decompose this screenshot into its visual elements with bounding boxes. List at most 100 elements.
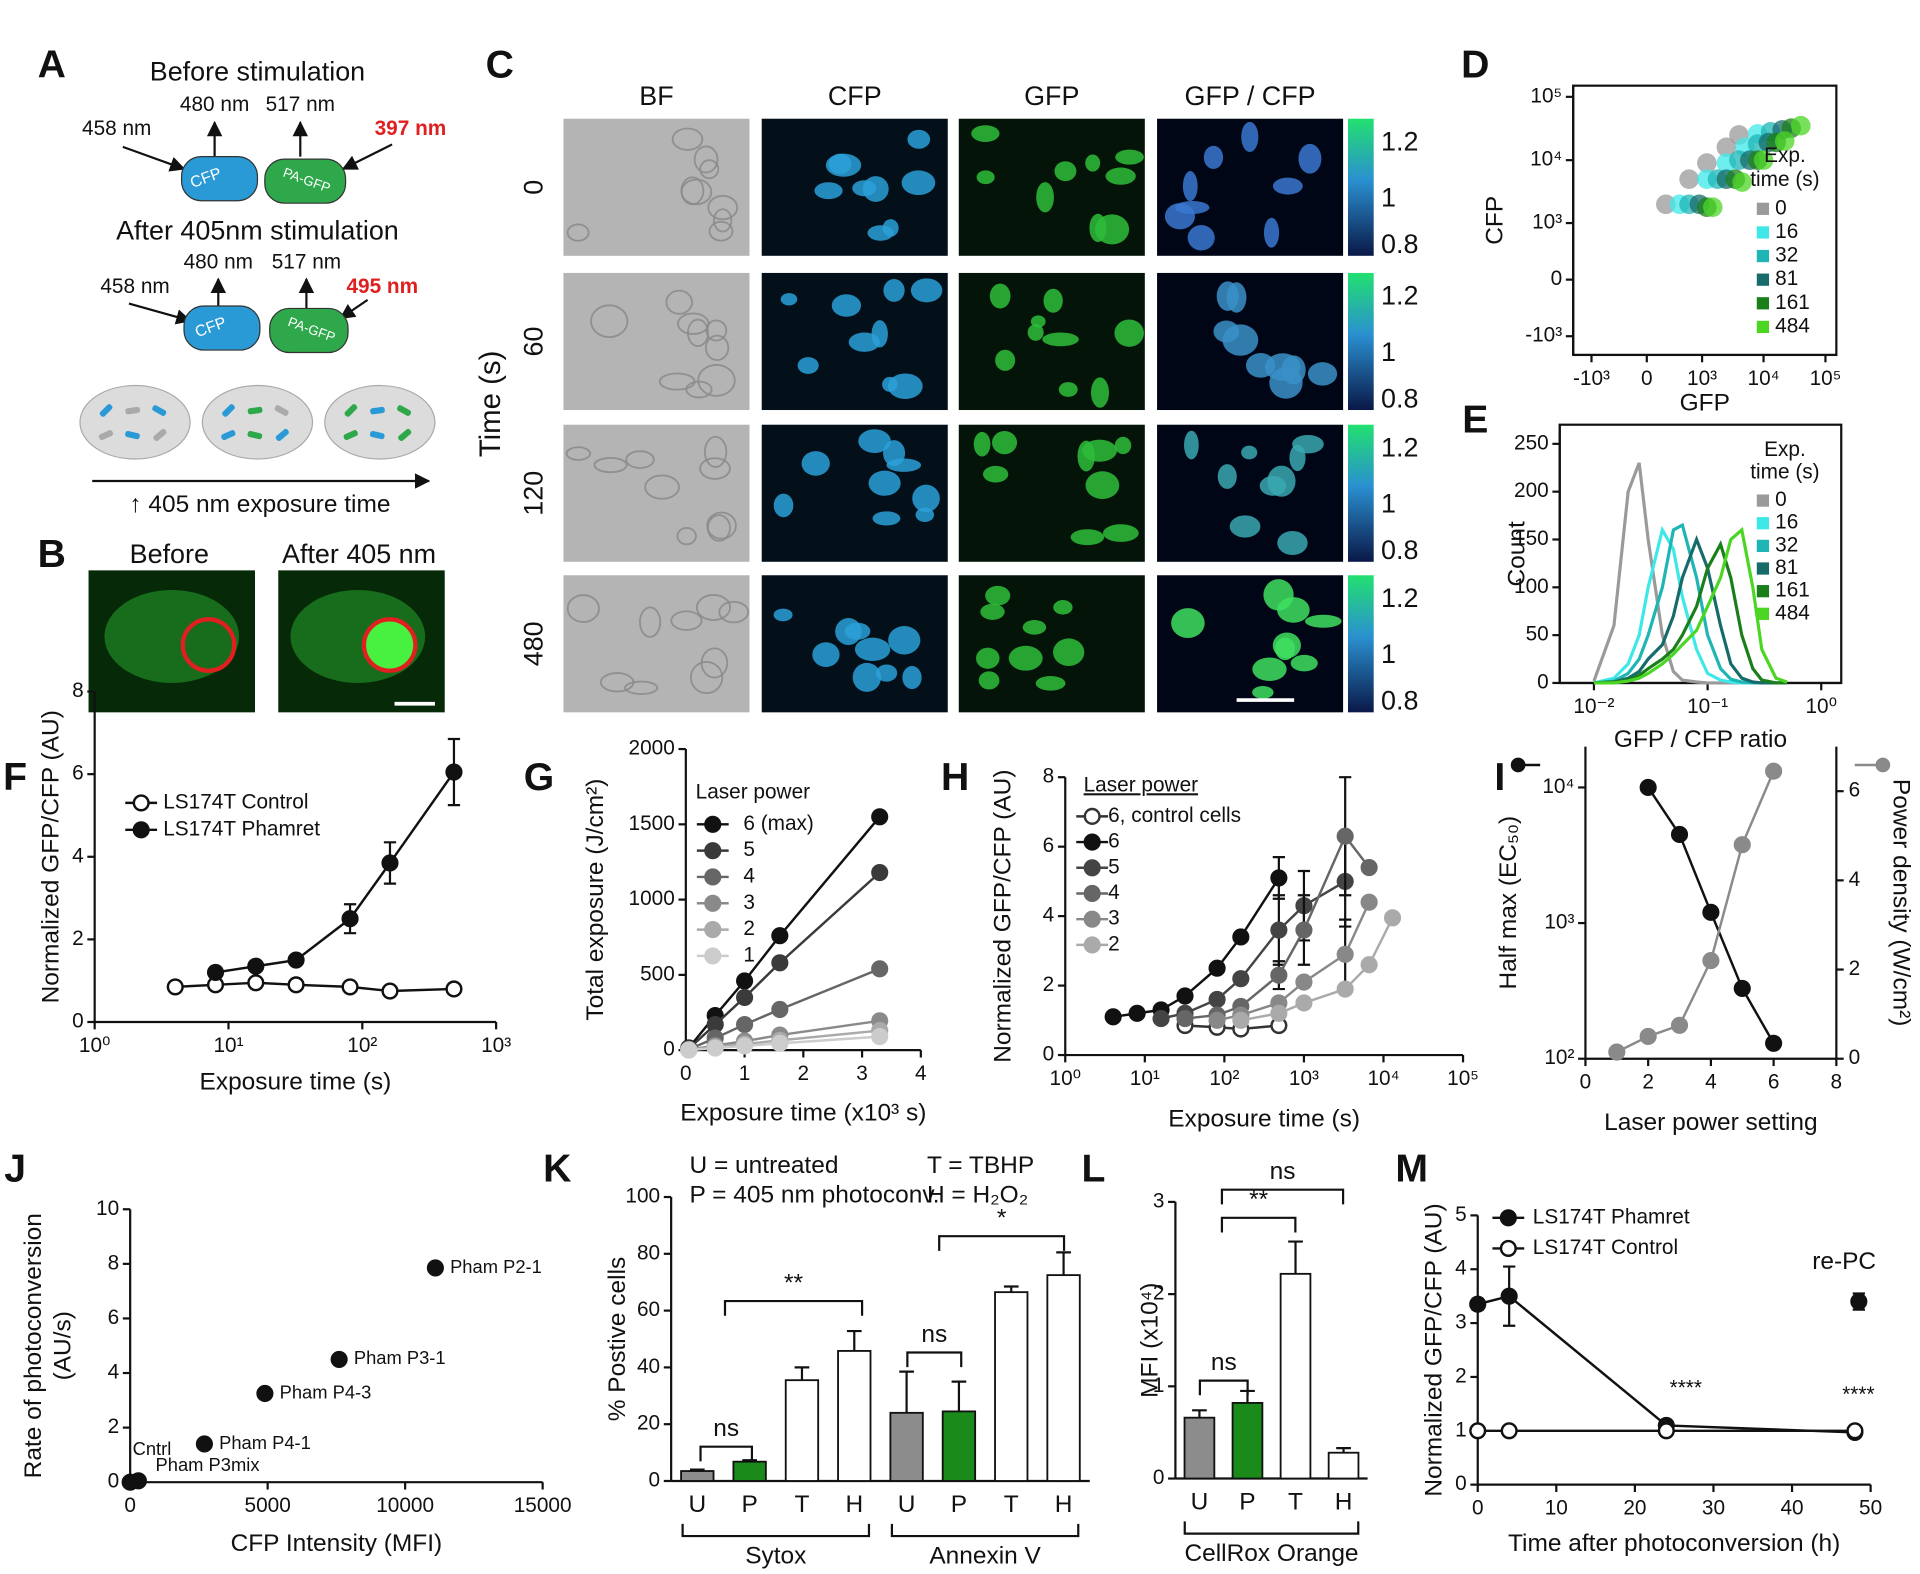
y-axis-label: % Postive cells [604,1257,631,1422]
cell [1036,182,1054,213]
y-tick-label: 10³ [1532,211,1562,234]
x-tick-label: 10⁵ [1810,367,1842,390]
panel-c: Time (s) BF CFP GFP GFP / CFP 0 1.2 1 0.8 60 1.2 1… [474,81,1418,716]
legend-title: Exp. [1764,144,1806,167]
cell [689,660,724,695]
y-tick-label: 8 [72,679,84,702]
row-label: 480 [518,621,548,666]
y-axis-label: CFP [1482,196,1509,245]
cell [801,451,830,476]
cell [1307,362,1338,386]
y2-tick-label: 0 [1849,1046,1861,1069]
y-tick-label: 0 [108,1470,120,1493]
protein [275,428,289,442]
gfp-barrel [264,158,347,204]
point [736,972,754,990]
protein [344,404,358,417]
legend-label: 4 [743,864,755,887]
point [381,854,399,872]
x-tick-label: 10⁻² [1573,695,1614,718]
significance-label: ** [1249,1186,1269,1213]
error-bar [1003,1285,1019,1293]
legend-title: Laser power [696,781,811,804]
x-axis-label: Time after photoconversion (h) [1508,1530,1840,1557]
bar [1183,1416,1216,1480]
colorbar-tick-label: 1 [1381,489,1396,519]
y-tick-label: 2 [1043,973,1055,996]
cell [665,289,693,315]
point [247,957,265,975]
wavelength: 397 nm [375,117,447,140]
x-tick-label: 1 [739,1062,751,1085]
point [166,978,184,996]
significance-label: * [997,1205,1007,1232]
bar [941,1410,977,1482]
y-tick-label: 250 [1514,431,1549,454]
point [1469,1295,1487,1313]
x-tick-label: 10⁰ [1050,1067,1081,1090]
cell [1042,332,1079,347]
protein [247,406,263,415]
group-label: Annexin V [929,1542,1041,1569]
panel-label: L [1081,1148,1105,1191]
legend-label: 484 [1775,601,1810,624]
point [1469,1422,1487,1440]
legend-title: Exp. [1764,438,1806,461]
y-tick-label: 6 [1043,834,1055,857]
cell [644,474,680,500]
cell [1290,654,1318,672]
y2-tick-label: 2 [1849,957,1861,980]
y-tick-label: 4 [1455,1257,1467,1280]
significance-label: ns [1211,1349,1237,1376]
panel-label: J [4,1148,26,1191]
legend-marker [1083,936,1101,954]
cell [1115,149,1144,165]
point [1360,893,1378,911]
legend-marker [704,921,722,939]
colorbar-tick-label: 0.8 [1381,229,1418,259]
legend-label: 0 [1775,488,1787,511]
point [206,963,225,981]
micrograph [1157,575,1344,713]
micrograph [761,575,948,713]
legend-label: 16 [1775,511,1798,534]
cell [831,294,862,317]
panel-label: B [38,533,66,576]
cell [1102,524,1139,542]
x-axis-label: GFP / CFP ratio [1614,726,1787,753]
point [1774,131,1795,151]
cell [858,429,891,454]
x-tick-label: 4 [1705,1071,1717,1094]
bar [1231,1402,1264,1480]
significance-bracket [699,1445,754,1462]
legend-marker [1510,757,1526,773]
y-tick-label: 0 [1153,1466,1165,1489]
cell [1035,676,1066,691]
cell [1171,608,1205,639]
cell [773,608,793,622]
legend-swatch [1756,226,1770,239]
legend-swatch [1756,202,1770,215]
point [871,808,889,826]
panel-label: K [543,1148,571,1191]
bar [732,1460,767,1482]
point [1791,115,1811,136]
error-bar [689,1468,705,1472]
point [771,1034,789,1052]
cell [1070,529,1105,546]
legend-label: 6 (max) [743,812,813,835]
point [1702,952,1720,970]
point [871,960,889,978]
error-bar [742,1459,757,1462]
cell [868,470,901,496]
legend-label: 3 [1108,907,1120,930]
x-tick-label: 10¹ [1130,1067,1160,1090]
cell [1053,600,1073,615]
y-tick-label: 1000 [629,887,675,910]
legend-swatch [1756,517,1770,530]
cell [1203,145,1224,170]
cell [883,279,905,302]
significance-bracket [723,1299,864,1316]
legend-marker [704,868,722,886]
